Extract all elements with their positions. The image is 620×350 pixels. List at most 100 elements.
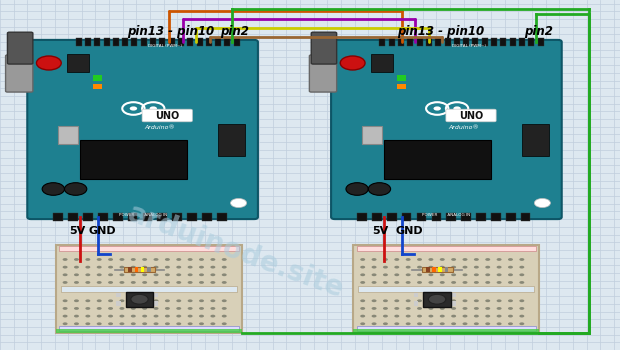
Bar [178, 38, 184, 46]
Circle shape [210, 307, 215, 310]
Bar [476, 214, 486, 221]
Circle shape [474, 307, 479, 310]
Circle shape [474, 299, 479, 302]
Circle shape [508, 307, 513, 310]
Circle shape [451, 258, 456, 261]
Bar [445, 267, 448, 272]
Circle shape [371, 315, 376, 317]
Circle shape [210, 258, 215, 261]
Bar [398, 38, 404, 46]
Circle shape [176, 281, 181, 284]
Circle shape [360, 322, 365, 325]
Circle shape [199, 322, 204, 325]
Circle shape [508, 315, 513, 317]
Circle shape [63, 315, 68, 317]
Circle shape [199, 281, 204, 284]
Circle shape [120, 266, 125, 268]
FancyBboxPatch shape [446, 109, 496, 122]
Circle shape [97, 299, 102, 302]
Circle shape [199, 273, 204, 276]
Circle shape [371, 273, 376, 276]
Circle shape [440, 273, 445, 276]
Circle shape [474, 266, 479, 268]
Bar [432, 267, 436, 272]
Circle shape [463, 299, 467, 302]
Circle shape [131, 294, 148, 304]
Text: GND: GND [89, 226, 116, 236]
Circle shape [142, 273, 147, 276]
Bar [521, 214, 531, 221]
Bar [438, 267, 442, 272]
Bar [94, 75, 102, 80]
Circle shape [440, 322, 445, 325]
Bar [356, 246, 536, 251]
Circle shape [199, 315, 204, 317]
Circle shape [108, 307, 113, 310]
Circle shape [405, 299, 410, 302]
Bar [157, 214, 167, 221]
Bar [358, 286, 534, 292]
Circle shape [371, 281, 376, 284]
Circle shape [433, 106, 441, 111]
Circle shape [120, 307, 125, 310]
FancyBboxPatch shape [309, 55, 337, 92]
Bar [538, 38, 544, 46]
Circle shape [131, 273, 136, 276]
Bar [414, 301, 418, 306]
Circle shape [360, 281, 365, 284]
Circle shape [417, 258, 422, 261]
Circle shape [417, 273, 422, 276]
Bar [172, 214, 182, 221]
Circle shape [154, 299, 159, 302]
Circle shape [97, 273, 102, 276]
Circle shape [120, 315, 125, 317]
Bar [56, 245, 242, 332]
Bar [187, 214, 197, 221]
Bar [131, 38, 138, 46]
Bar [141, 267, 144, 272]
FancyBboxPatch shape [311, 32, 337, 64]
Circle shape [360, 307, 365, 310]
Circle shape [64, 183, 87, 195]
Circle shape [165, 273, 170, 276]
Text: UNO: UNO [156, 111, 180, 120]
Circle shape [520, 322, 525, 325]
Circle shape [63, 266, 68, 268]
Circle shape [340, 56, 365, 70]
Circle shape [97, 315, 102, 317]
Bar [153, 293, 158, 297]
Circle shape [165, 299, 170, 302]
Bar [426, 38, 432, 46]
Circle shape [508, 322, 513, 325]
Bar [435, 38, 441, 46]
Bar [353, 245, 539, 332]
Bar [387, 214, 397, 221]
Circle shape [405, 307, 410, 310]
FancyBboxPatch shape [142, 109, 192, 122]
Text: pin13 - pin10: pin13 - pin10 [397, 26, 484, 38]
Circle shape [520, 266, 525, 268]
Bar [397, 75, 406, 80]
Circle shape [360, 315, 365, 317]
Circle shape [188, 281, 193, 284]
Circle shape [485, 315, 490, 317]
Circle shape [508, 299, 513, 302]
Bar [422, 267, 453, 272]
Circle shape [210, 322, 215, 325]
Circle shape [346, 183, 368, 195]
Circle shape [474, 258, 479, 261]
Bar [104, 38, 110, 46]
Circle shape [485, 322, 490, 325]
Bar [98, 214, 108, 221]
Circle shape [440, 315, 445, 317]
Bar [384, 140, 491, 178]
Circle shape [199, 307, 204, 310]
Circle shape [360, 258, 365, 261]
Circle shape [131, 322, 136, 325]
Circle shape [417, 281, 422, 284]
Bar [141, 38, 147, 46]
Circle shape [383, 281, 388, 284]
Bar [150, 38, 156, 46]
Circle shape [428, 307, 433, 310]
Circle shape [463, 266, 467, 268]
